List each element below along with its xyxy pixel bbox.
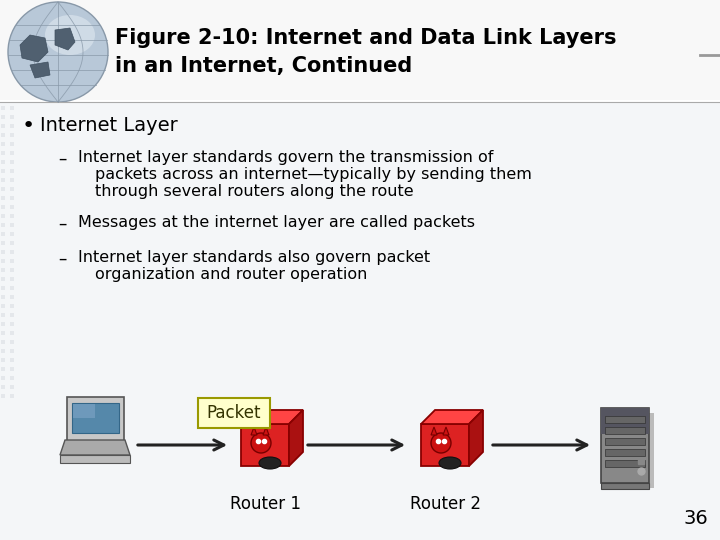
FancyBboxPatch shape [71, 403, 119, 433]
FancyBboxPatch shape [605, 437, 645, 444]
Circle shape [8, 2, 108, 102]
FancyBboxPatch shape [601, 408, 649, 434]
Text: Router 2: Router 2 [410, 495, 480, 513]
FancyBboxPatch shape [60, 455, 130, 463]
FancyBboxPatch shape [73, 404, 95, 418]
FancyBboxPatch shape [66, 397, 124, 441]
FancyBboxPatch shape [601, 483, 649, 489]
FancyBboxPatch shape [0, 0, 720, 100]
Ellipse shape [45, 15, 95, 55]
Text: Internet layer standards govern the transmission of: Internet layer standards govern the tran… [78, 150, 493, 165]
Ellipse shape [439, 457, 461, 469]
Polygon shape [421, 410, 483, 424]
Polygon shape [60, 440, 130, 455]
Text: •: • [22, 116, 35, 136]
FancyBboxPatch shape [606, 413, 654, 488]
FancyBboxPatch shape [601, 408, 649, 483]
Text: in an Internet, Continued: in an Internet, Continued [115, 56, 413, 76]
Polygon shape [241, 410, 303, 424]
Polygon shape [20, 35, 48, 62]
Polygon shape [241, 424, 289, 466]
Polygon shape [30, 62, 50, 78]
Polygon shape [431, 427, 437, 435]
Circle shape [431, 433, 451, 453]
Text: Internet layer standards also govern packet: Internet layer standards also govern pac… [78, 250, 430, 265]
Text: Packet: Packet [207, 404, 261, 422]
Polygon shape [443, 427, 449, 435]
Polygon shape [55, 28, 75, 50]
Polygon shape [289, 410, 303, 466]
FancyBboxPatch shape [198, 398, 270, 428]
Text: organization and router operation: organization and router operation [95, 267, 367, 282]
Text: –: – [58, 215, 66, 233]
Polygon shape [421, 424, 469, 466]
Text: packets across an internet—typically by sending them: packets across an internet—typically by … [95, 167, 532, 182]
FancyBboxPatch shape [0, 102, 720, 540]
FancyBboxPatch shape [605, 415, 645, 422]
Ellipse shape [259, 457, 281, 469]
Polygon shape [469, 410, 483, 466]
Text: –: – [58, 150, 66, 168]
Text: Internet Layer: Internet Layer [40, 116, 178, 135]
Text: Router 1: Router 1 [230, 495, 300, 513]
Text: –: – [58, 250, 66, 268]
Text: through several routers along the route: through several routers along the route [95, 184, 413, 199]
Text: Figure 2-10: Internet and Data Link Layers: Figure 2-10: Internet and Data Link Laye… [115, 28, 616, 48]
Text: 36: 36 [683, 509, 708, 528]
Polygon shape [263, 427, 269, 435]
FancyBboxPatch shape [605, 427, 645, 434]
FancyBboxPatch shape [605, 449, 645, 456]
FancyBboxPatch shape [605, 460, 645, 467]
Polygon shape [251, 427, 257, 435]
Text: Messages at the internet layer are called packets: Messages at the internet layer are calle… [78, 215, 475, 230]
Circle shape [251, 433, 271, 453]
